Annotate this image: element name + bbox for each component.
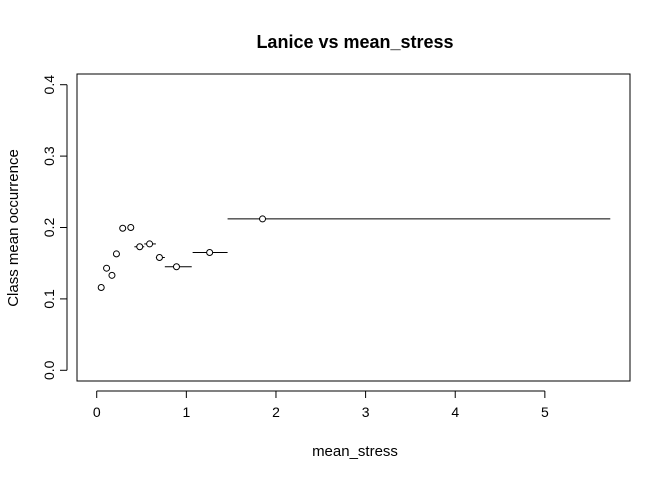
x-tick-label: 4	[451, 404, 459, 420]
x-tick-label: 1	[182, 404, 190, 420]
data-point	[108, 271, 116, 279]
data-points	[97, 215, 267, 291]
data-point	[103, 264, 111, 272]
data-point	[136, 243, 144, 251]
data-point	[206, 248, 214, 256]
y-tick-label: 0.0	[41, 360, 57, 380]
data-point	[172, 263, 180, 271]
x-axis-label: mean_stress	[312, 443, 398, 460]
x-tick-label: 0	[93, 404, 101, 420]
y-tick-label: 0.3	[41, 146, 57, 166]
x-axis: 0 1 2 3 4 5	[93, 390, 549, 420]
data-point	[97, 283, 105, 291]
plot-frame	[76, 73, 631, 382]
range-lines	[134, 218, 611, 268]
chart-title: Lanice vs mean_stress	[256, 32, 453, 52]
y-tick-label: 0.4	[41, 75, 57, 95]
y-tick-label: 0.1	[41, 289, 57, 309]
data-point	[112, 250, 120, 258]
data-point	[119, 224, 127, 232]
data-point	[127, 224, 135, 231]
x-tick-label: 3	[362, 404, 370, 420]
x-tick-label: 5	[541, 404, 549, 420]
y-axis: 0.0 0.1 0.2 0.3 0.4	[41, 75, 68, 380]
x-tick-label: 2	[272, 404, 280, 420]
y-axis-label: Class mean occurrence	[5, 149, 22, 307]
y-tick-label: 0.2	[41, 218, 57, 238]
data-point	[259, 215, 267, 223]
data-point	[146, 240, 154, 248]
data-point	[155, 253, 163, 261]
